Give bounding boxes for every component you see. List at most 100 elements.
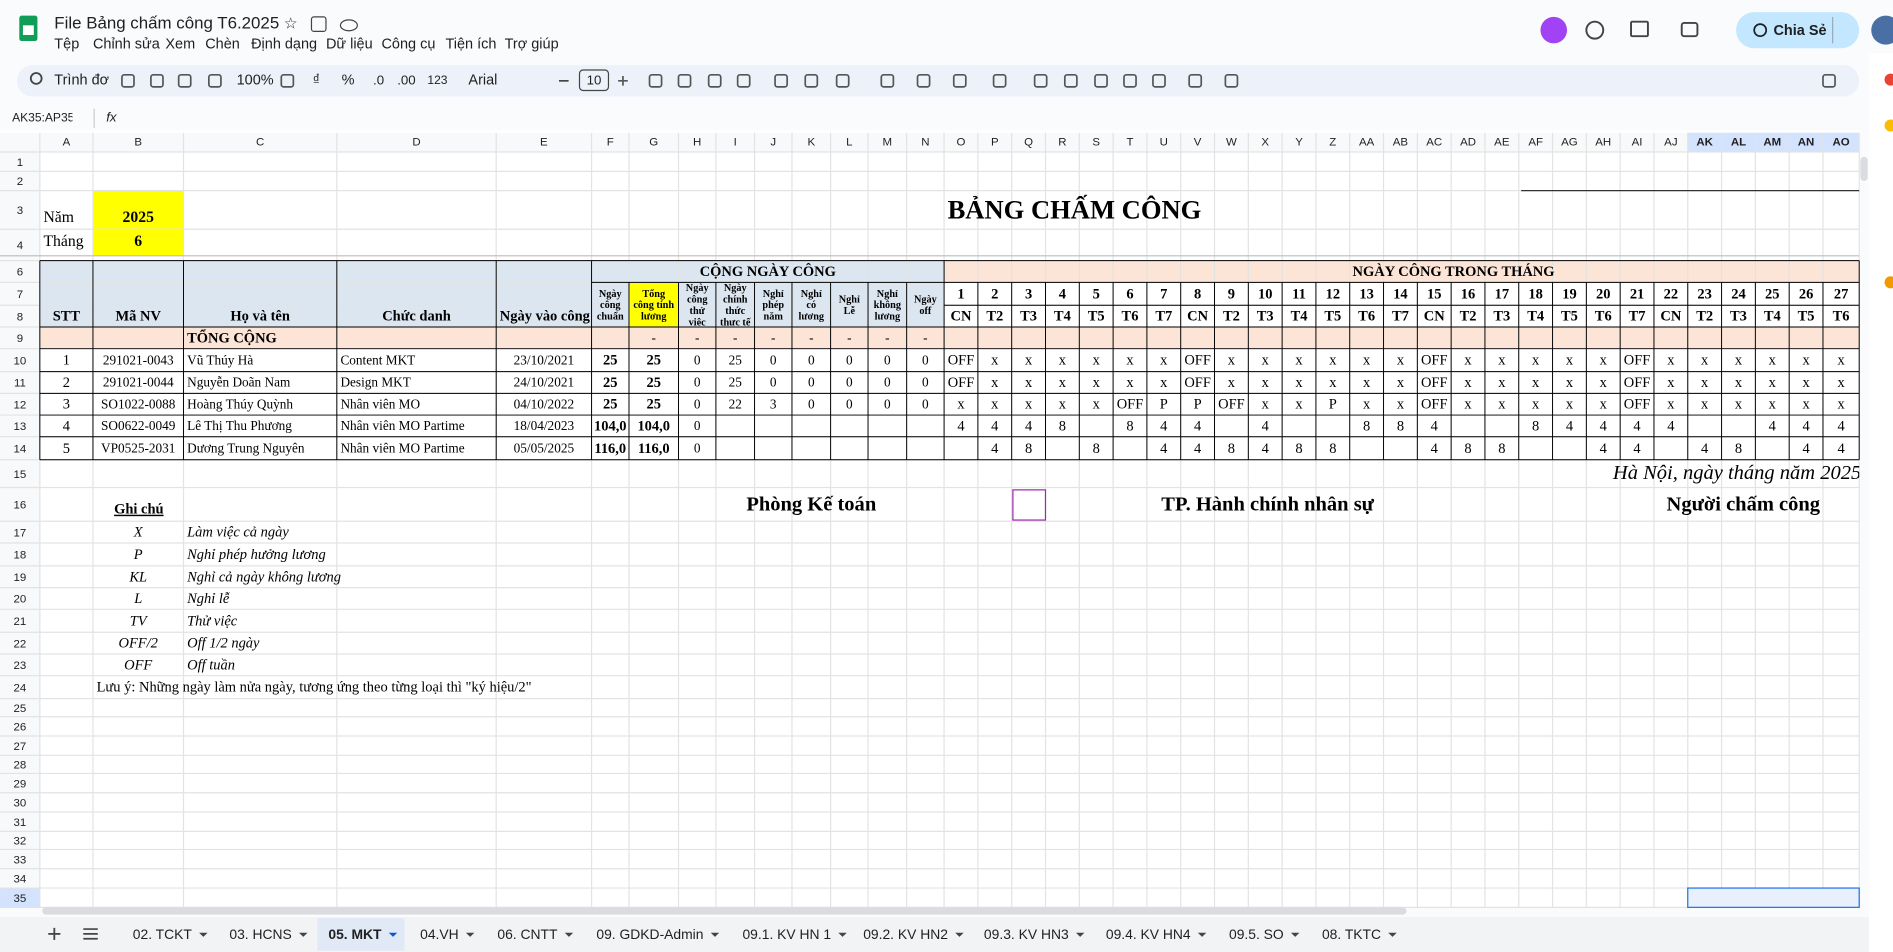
toolbar-icon[interactable] xyxy=(736,73,751,88)
tab-menu-arrow[interactable] xyxy=(1388,932,1397,937)
toolbar-icon[interactable] xyxy=(774,73,788,88)
toolbar-icon[interactable] xyxy=(1152,73,1166,88)
sheet-tab[interactable]: 02. TCKT xyxy=(133,926,193,942)
tab-menu-arrow[interactable] xyxy=(955,932,964,937)
all-sheets[interactable] xyxy=(83,928,98,940)
font-size[interactable]: 10 xyxy=(587,72,602,87)
comment-icon[interactable] xyxy=(1630,20,1649,38)
toolbar-icon[interactable] xyxy=(677,73,692,88)
tab-menu-arrow[interactable] xyxy=(710,932,720,937)
move-icon[interactable] xyxy=(310,16,327,32)
menu-search[interactable]: Trình đơn xyxy=(54,73,117,89)
sheet-tab[interactable]: 09.5. SO xyxy=(1229,926,1284,942)
toolbar-icon[interactable] xyxy=(1033,73,1048,88)
number-format[interactable]: 123 xyxy=(427,73,447,87)
share-label[interactable]: Chia Sẻ xyxy=(1773,23,1826,39)
menu-item[interactable]: Xem xyxy=(165,36,195,52)
toolbar-icon[interactable] xyxy=(1063,73,1078,88)
column-title: công xyxy=(600,300,621,311)
tab-menu-arrow[interactable] xyxy=(388,932,398,937)
row-header: 19 xyxy=(14,572,27,584)
name-box[interactable]: AK35:AP35 xyxy=(12,110,75,124)
currency-button[interactable]: ₫ xyxy=(313,73,320,89)
sheet-tab[interactable]: 04.VH xyxy=(420,926,459,942)
tab-menu-arrow[interactable] xyxy=(1075,932,1085,937)
font-size-box[interactable] xyxy=(578,69,610,92)
sheet-tab[interactable]: 09.1. KV HN 1 xyxy=(742,926,831,942)
sheet-tab[interactable]: 09. GDKD-Admin xyxy=(596,926,703,942)
sheet-tab[interactable]: 09.3. KV HN3 xyxy=(984,926,1069,942)
menu-item[interactable]: Tiện ích xyxy=(445,36,496,52)
attendance-cell: OFF xyxy=(1421,375,1448,391)
toolbar-icon[interactable] xyxy=(208,73,222,88)
menu-item[interactable]: Công cụ xyxy=(381,36,435,52)
toolbar-icon[interactable] xyxy=(177,73,192,88)
toolbar-icon[interactable] xyxy=(1822,73,1836,88)
cell-cursor xyxy=(1012,489,1047,521)
sheet-tab[interactable]: 08. TKTC xyxy=(1322,926,1381,942)
increase-decimal[interactable]: .00 xyxy=(397,72,415,87)
toolbar-icon[interactable] xyxy=(121,73,135,88)
side-icon[interactable] xyxy=(1884,73,1893,86)
menu-item[interactable]: Chèn xyxy=(205,36,240,52)
avatar[interactable] xyxy=(1871,15,1893,45)
tab-menu-arrow[interactable] xyxy=(1290,932,1300,937)
toolbar-icon[interactable] xyxy=(992,73,1007,88)
sheet-tab[interactable]: 09.2. KV HN2 xyxy=(863,926,948,942)
v-scrollbar[interactable] xyxy=(1860,156,1868,181)
h-scrollbar[interactable] xyxy=(42,907,1407,915)
cell: 0 xyxy=(884,396,891,411)
side-icon[interactable] xyxy=(1884,119,1893,132)
attendance-cell: 8 xyxy=(1532,418,1539,434)
gemini-icon[interactable] xyxy=(1540,16,1568,44)
legend-meaning: Off tuần xyxy=(187,657,235,673)
percent-button[interactable]: % xyxy=(342,73,355,89)
toolbar-icon[interactable] xyxy=(804,73,819,88)
menu-item[interactable]: Định dạng xyxy=(251,36,317,52)
weekday: CN xyxy=(1424,309,1445,325)
toolbar-icon[interactable] xyxy=(880,73,895,88)
row-header: 9 xyxy=(17,333,23,345)
meet-icon[interactable] xyxy=(1680,21,1699,38)
font-size-increase[interactable] xyxy=(618,76,628,86)
toolbar-icon[interactable] xyxy=(707,73,722,88)
toolbar-icon[interactable] xyxy=(1188,73,1203,88)
sheet-tab[interactable]: 05. MKT xyxy=(328,926,382,942)
star-icon[interactable]: ☆ xyxy=(284,15,298,32)
column-header: S xyxy=(1092,136,1100,148)
share-button[interactable] xyxy=(1736,12,1860,49)
zoom[interactable]: 100% xyxy=(237,73,274,89)
toolbar xyxy=(16,65,1860,97)
menu-item[interactable]: Tệp xyxy=(54,36,79,52)
attendance-cell: x xyxy=(1667,375,1675,391)
font-family[interactable]: Arial xyxy=(468,73,497,89)
toolbar-icon[interactable] xyxy=(835,73,850,88)
tab-menu-arrow[interactable] xyxy=(838,932,847,937)
attendance-cell: x xyxy=(1059,397,1067,413)
toolbar-icon[interactable] xyxy=(1123,73,1137,88)
toolbar-icon[interactable] xyxy=(916,73,931,88)
toolbar-icon[interactable] xyxy=(952,73,967,88)
tab-menu-arrow[interactable] xyxy=(199,932,208,937)
menu-item[interactable]: Trợ giúp xyxy=(505,36,559,52)
history-icon[interactable] xyxy=(1585,20,1605,40)
tab-menu-arrow[interactable] xyxy=(465,932,475,937)
toolbar-icon[interactable] xyxy=(648,73,663,88)
sheet-tab[interactable]: 03. HCNS xyxy=(229,926,291,942)
toolbar-icon[interactable] xyxy=(280,73,295,88)
decrease-decimal[interactable]: .0 xyxy=(373,72,384,87)
toolbar-icon[interactable] xyxy=(1094,73,1108,88)
sheet-tab[interactable]: 06. CNTT xyxy=(497,926,558,942)
menu-item[interactable]: Chỉnh sửa xyxy=(93,36,161,52)
column-header: AG xyxy=(1561,136,1578,148)
row-header: 8 xyxy=(17,311,23,323)
menu-item[interactable]: Dữ liệu xyxy=(326,36,373,52)
side-icon[interactable] xyxy=(1884,276,1893,289)
tab-menu-arrow[interactable] xyxy=(1197,932,1207,937)
sheet-tab[interactable]: 09.4. KV HN4 xyxy=(1106,926,1191,942)
tab-menu-arrow[interactable] xyxy=(299,932,308,937)
toolbar-icon[interactable] xyxy=(1224,73,1239,88)
toolbar-icon[interactable] xyxy=(150,73,164,88)
tab-menu-arrow[interactable] xyxy=(564,932,574,937)
row-header: 21 xyxy=(14,616,27,628)
